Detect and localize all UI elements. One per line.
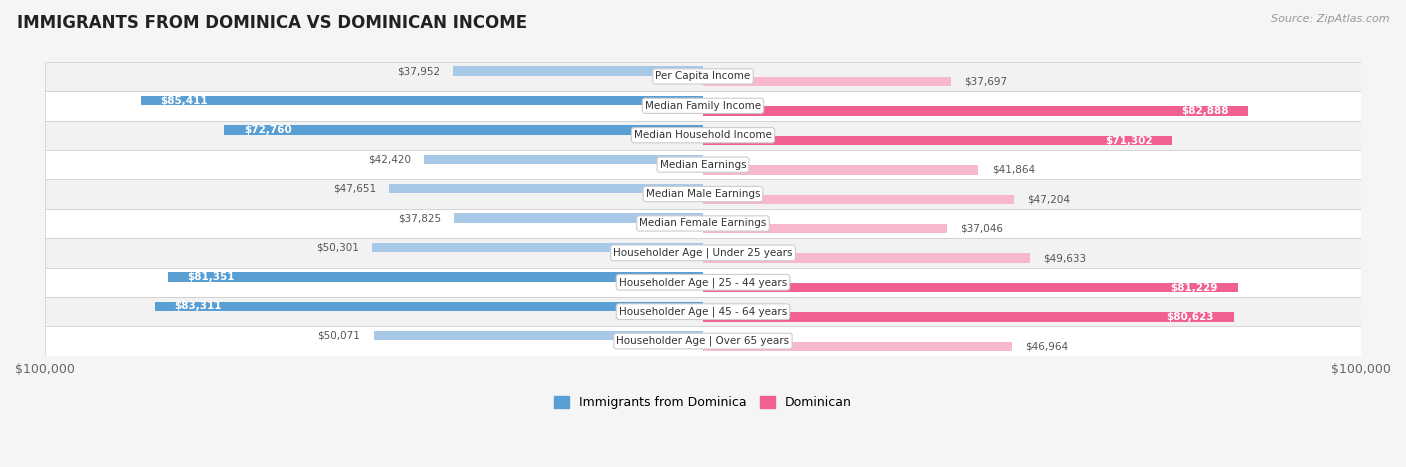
Bar: [45, 120, 1361, 150]
Text: $49,633: $49,633: [1043, 253, 1085, 263]
Bar: [703, 77, 950, 86]
Bar: [45, 62, 1361, 91]
Text: Householder Age | Under 25 years: Householder Age | Under 25 years: [613, 248, 793, 258]
Text: $81,229: $81,229: [1170, 283, 1218, 292]
Text: $81,351: $81,351: [187, 272, 235, 282]
Text: $71,302: $71,302: [1105, 135, 1153, 146]
Text: $47,204: $47,204: [1026, 194, 1070, 205]
Text: $85,411: $85,411: [160, 96, 208, 106]
Bar: [389, 184, 703, 193]
Bar: [703, 195, 1014, 204]
Text: $41,864: $41,864: [991, 165, 1035, 175]
Bar: [45, 91, 1361, 120]
Bar: [373, 243, 703, 252]
Text: $50,071: $50,071: [318, 331, 360, 341]
Text: Householder Age | Over 65 years: Householder Age | Over 65 years: [616, 336, 790, 347]
Bar: [45, 209, 1361, 238]
Text: $82,888: $82,888: [1181, 106, 1229, 116]
Bar: [453, 66, 703, 76]
Bar: [703, 312, 1233, 322]
Text: $37,825: $37,825: [398, 213, 441, 223]
Text: $37,046: $37,046: [960, 224, 1002, 234]
Text: $47,651: $47,651: [333, 184, 377, 194]
Text: $80,623: $80,623: [1167, 312, 1213, 322]
Bar: [454, 213, 703, 223]
Bar: [703, 283, 1237, 292]
Bar: [703, 342, 1012, 351]
Bar: [703, 136, 1173, 145]
Text: $37,952: $37,952: [396, 66, 440, 76]
Text: IMMIGRANTS FROM DOMINICA VS DOMINICAN INCOME: IMMIGRANTS FROM DOMINICA VS DOMINICAN IN…: [17, 14, 527, 32]
Text: Median Household Income: Median Household Income: [634, 130, 772, 140]
Bar: [167, 272, 703, 282]
Text: $46,964: $46,964: [1025, 341, 1069, 351]
Text: Householder Age | 25 - 44 years: Householder Age | 25 - 44 years: [619, 277, 787, 288]
Bar: [423, 155, 703, 164]
Legend: Immigrants from Dominica, Dominican: Immigrants from Dominica, Dominican: [550, 391, 856, 414]
Bar: [703, 106, 1249, 116]
Text: Median Female Earnings: Median Female Earnings: [640, 219, 766, 228]
Bar: [45, 238, 1361, 268]
Bar: [45, 150, 1361, 179]
Text: $42,420: $42,420: [368, 154, 411, 164]
Bar: [155, 302, 703, 311]
Text: $83,311: $83,311: [174, 301, 222, 311]
Bar: [224, 125, 703, 134]
Text: Source: ZipAtlas.com: Source: ZipAtlas.com: [1271, 14, 1389, 24]
Bar: [45, 297, 1361, 326]
Text: Median Earnings: Median Earnings: [659, 160, 747, 170]
Text: Per Capita Income: Per Capita Income: [655, 71, 751, 81]
Text: Householder Age | 45 - 64 years: Householder Age | 45 - 64 years: [619, 306, 787, 317]
Text: $37,697: $37,697: [965, 77, 1007, 87]
Text: Median Male Earnings: Median Male Earnings: [645, 189, 761, 199]
Text: $50,301: $50,301: [316, 242, 359, 253]
Bar: [703, 254, 1029, 263]
Bar: [45, 326, 1361, 356]
Bar: [374, 331, 703, 340]
Text: Median Family Income: Median Family Income: [645, 101, 761, 111]
Bar: [703, 224, 946, 234]
Bar: [141, 96, 703, 105]
Bar: [45, 179, 1361, 209]
Text: $72,760: $72,760: [243, 125, 291, 135]
Bar: [45, 268, 1361, 297]
Bar: [703, 165, 979, 175]
